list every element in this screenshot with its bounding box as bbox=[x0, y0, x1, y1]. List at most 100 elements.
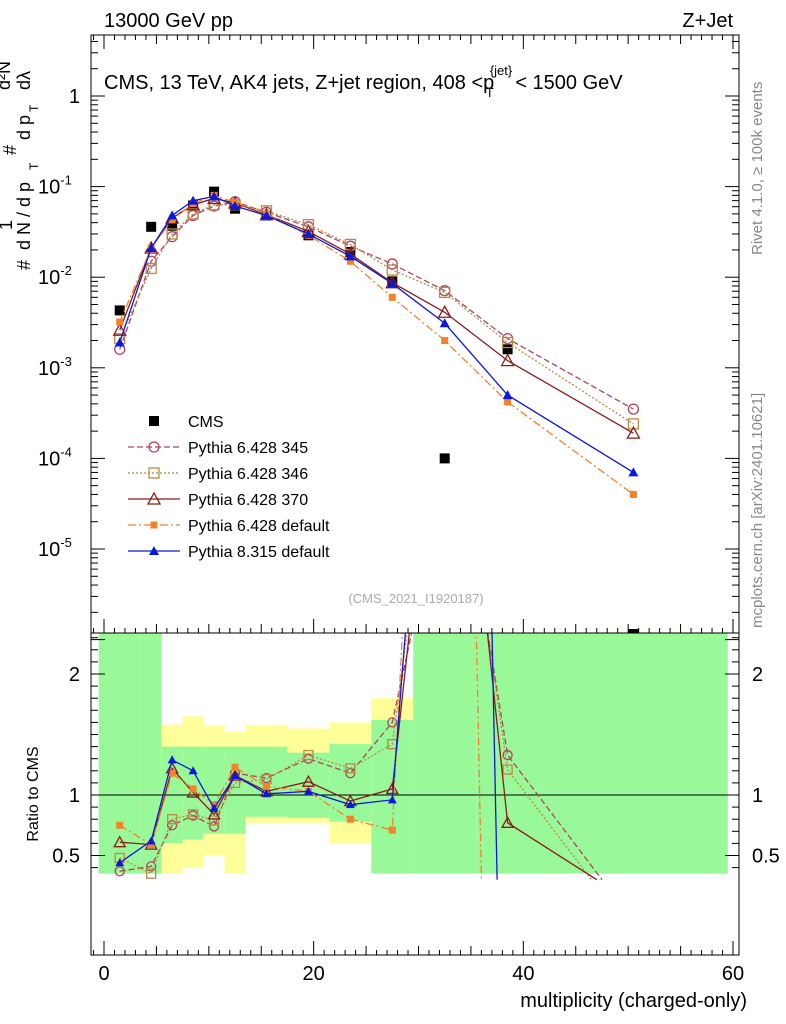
x-axis-label: multiplicity (charged-only) bbox=[520, 990, 747, 1012]
y-tick-base-2: 10 bbox=[38, 267, 60, 289]
point-p6def-11 bbox=[504, 398, 512, 406]
y-label-dp: d p bbox=[14, 115, 34, 140]
ratio-point-p345-10 bbox=[502, 749, 513, 761]
ratio-tail-p6def bbox=[475, 633, 483, 880]
y-tick-exponent-1: -1 bbox=[60, 173, 72, 188]
point-cms-10 bbox=[439, 453, 450, 464]
point-p8-2 bbox=[167, 210, 178, 220]
y-label-one: 1 bbox=[0, 220, 16, 230]
band-green-11 bbox=[476, 633, 540, 874]
legend-marker-p6def bbox=[150, 521, 158, 529]
ratio-y-tick-label-right-2: 2 bbox=[752, 664, 763, 686]
ratio-y-tick-label-2: 2 bbox=[69, 664, 80, 686]
point-p8-11 bbox=[502, 390, 513, 400]
ratio-point-p370-7 bbox=[301, 774, 316, 787]
ratio-point-p370-4 bbox=[207, 807, 221, 820]
x-tick-label-2: 40 bbox=[512, 963, 534, 985]
y-tick-base-5: 10 bbox=[38, 539, 60, 561]
y-label-hash-1: # bbox=[14, 260, 34, 270]
y-label-hash-2: # bbox=[0, 145, 20, 155]
point-p346-2 bbox=[166, 228, 178, 240]
y-tick-label-3: 10-3 bbox=[38, 354, 72, 380]
y-tick-base-3: 10 bbox=[38, 358, 60, 380]
legend-label-p346: Pythia 6.428 346 bbox=[188, 466, 308, 483]
band-green-12 bbox=[539, 633, 728, 874]
ratio-point-p8-6 bbox=[261, 789, 271, 798]
y-tick-label-5: 10-5 bbox=[38, 535, 72, 561]
point-p346-1 bbox=[145, 262, 157, 275]
point-p8-8 bbox=[345, 251, 356, 261]
main-series-layer bbox=[112, 186, 641, 633]
ratio-point-p8-5 bbox=[230, 771, 240, 780]
band-green-6 bbox=[245, 746, 288, 817]
ratio-point-p8-4 bbox=[209, 803, 219, 812]
legend-label-p345: Pythia 6.428 345 bbox=[188, 440, 308, 457]
point-p8-6 bbox=[261, 210, 272, 220]
point-p6def-8 bbox=[346, 257, 354, 265]
point-p8-5 bbox=[230, 201, 241, 211]
plot-title-suffix: < 1500 GeV bbox=[515, 72, 623, 94]
point-p8-12 bbox=[628, 467, 639, 477]
ratio-point-p346-3 bbox=[187, 809, 199, 820]
point-p8-10 bbox=[439, 318, 450, 328]
legend-label-p8: Pythia 8.315 default bbox=[188, 544, 330, 561]
point-p6def-0 bbox=[116, 318, 124, 326]
point-p346-9 bbox=[386, 264, 398, 276]
point-cms-11 bbox=[502, 344, 513, 355]
ratio-y-axis-label: Ratio to CMS bbox=[25, 746, 42, 841]
ratio-point-p6def-9 bbox=[388, 826, 396, 834]
ratio-point-p6def-0 bbox=[116, 821, 124, 829]
ratio-point-p346-2 bbox=[166, 814, 178, 825]
plot-title: CMS, 13 TeV, AK4 jets, Z+jet region, 408… bbox=[104, 58, 623, 102]
ratio-point-p370-10 bbox=[501, 815, 515, 828]
point-p346-10 bbox=[439, 286, 451, 299]
ratio-point-p346-8 bbox=[345, 763, 356, 774]
ratio-point-p6def-8 bbox=[346, 815, 354, 823]
ratio-point-p8-1 bbox=[146, 836, 156, 845]
y-label-T-2: T bbox=[27, 104, 41, 112]
ratio-y-tick-label-1: 1 bbox=[69, 785, 80, 807]
point-p370-11 bbox=[500, 353, 515, 367]
point-p370-10 bbox=[437, 304, 452, 318]
y-tick-label-0: 1 bbox=[69, 86, 80, 108]
ratio-point-p346-4 bbox=[208, 815, 220, 826]
y-tick-exponent-5: -5 bbox=[60, 535, 72, 550]
legend-label-p370: Pythia 6.428 370 bbox=[188, 492, 308, 509]
y-tick-exponent-2: -2 bbox=[60, 263, 72, 278]
ratio-point-p345-9 bbox=[387, 717, 398, 728]
band-gap-white bbox=[245, 822, 330, 874]
plot-title-subscript: T bbox=[486, 85, 494, 100]
ratio-point-p6def-1 bbox=[147, 841, 155, 849]
y-label-T-1: T bbox=[27, 162, 41, 170]
point-p345-12 bbox=[627, 403, 640, 415]
ratio-point-p345-1 bbox=[146, 861, 157, 872]
main-y-axis-label: # d N / d p T # d p T dλ d²N 1 bbox=[0, 61, 41, 270]
point-p346-11 bbox=[501, 336, 514, 349]
point-p346-12 bbox=[627, 418, 640, 430]
band-green-5 bbox=[224, 746, 246, 834]
ratio-uncertainty-bands bbox=[98, 633, 728, 874]
legend-marker-p370 bbox=[146, 491, 162, 505]
point-cms-0 bbox=[114, 305, 125, 316]
point-p370-12 bbox=[626, 425, 641, 439]
point-p6def-10 bbox=[441, 337, 449, 345]
ratio-point-p370-0 bbox=[113, 835, 127, 848]
y-tick-base-4: 10 bbox=[38, 448, 60, 470]
side-rivet-label: Rivet 4.1.0, ≥ 100k events bbox=[749, 82, 766, 255]
y-tick-label-1: 10-1 bbox=[38, 173, 72, 199]
ratio-line-p6def bbox=[119, 633, 404, 846]
series-line-p345 bbox=[119, 201, 634, 410]
ratio-point-p8-9 bbox=[387, 795, 397, 804]
y-tick-base-0: 1 bbox=[69, 86, 80, 108]
ratio-point-p8-3 bbox=[188, 766, 198, 775]
ratio-point-p346-1 bbox=[146, 868, 157, 879]
band-green-1 bbox=[140, 633, 162, 874]
analysis-watermark: (CMS_2021_I1920187) bbox=[348, 591, 483, 606]
ratio-point-p6def-3 bbox=[189, 785, 197, 793]
ratio-point-p370-5 bbox=[228, 768, 242, 781]
legend-marker-p8 bbox=[149, 546, 159, 555]
point-p345-9 bbox=[386, 258, 398, 270]
header-right-label: Z+Jet bbox=[682, 10, 733, 32]
